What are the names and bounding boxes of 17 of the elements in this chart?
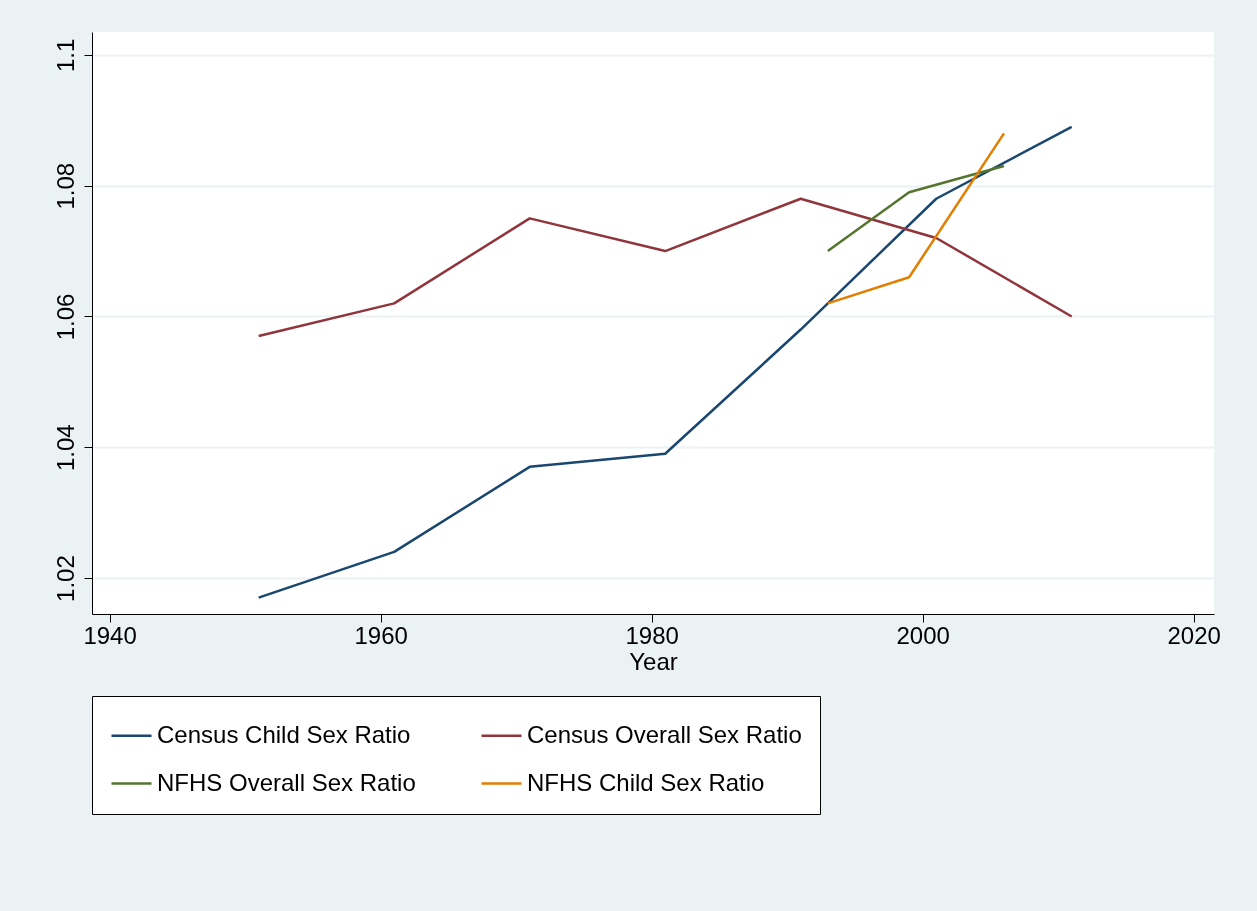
y-tick-label: 1.04 bbox=[51, 424, 79, 472]
legend-label: Census Overall Sex Ratio bbox=[527, 720, 802, 748]
y-tick-label: 1.02 bbox=[51, 555, 79, 602]
y-tick-label: 1.06 bbox=[51, 293, 79, 341]
legend-label: NFHS Overall Sex Ratio bbox=[157, 768, 416, 796]
x-tick-label: 1960 bbox=[354, 621, 408, 649]
line-series bbox=[257, 197, 1073, 338]
x-tick-label: 1980 bbox=[625, 621, 679, 649]
legend-label: Census Child Sex Ratio bbox=[157, 720, 411, 748]
x-axis-title: Year bbox=[629, 647, 678, 675]
legend-label: NFHS Child Sex Ratio bbox=[527, 768, 765, 796]
x-tick-label: 2000 bbox=[896, 621, 950, 649]
x-tick-label: 1940 bbox=[83, 621, 137, 649]
y-tick-label: 1.1 bbox=[51, 38, 79, 73]
x-tick-label: 2020 bbox=[1167, 621, 1221, 649]
y-tick-label: 1.08 bbox=[51, 162, 79, 210]
line-series bbox=[257, 125, 1073, 599]
